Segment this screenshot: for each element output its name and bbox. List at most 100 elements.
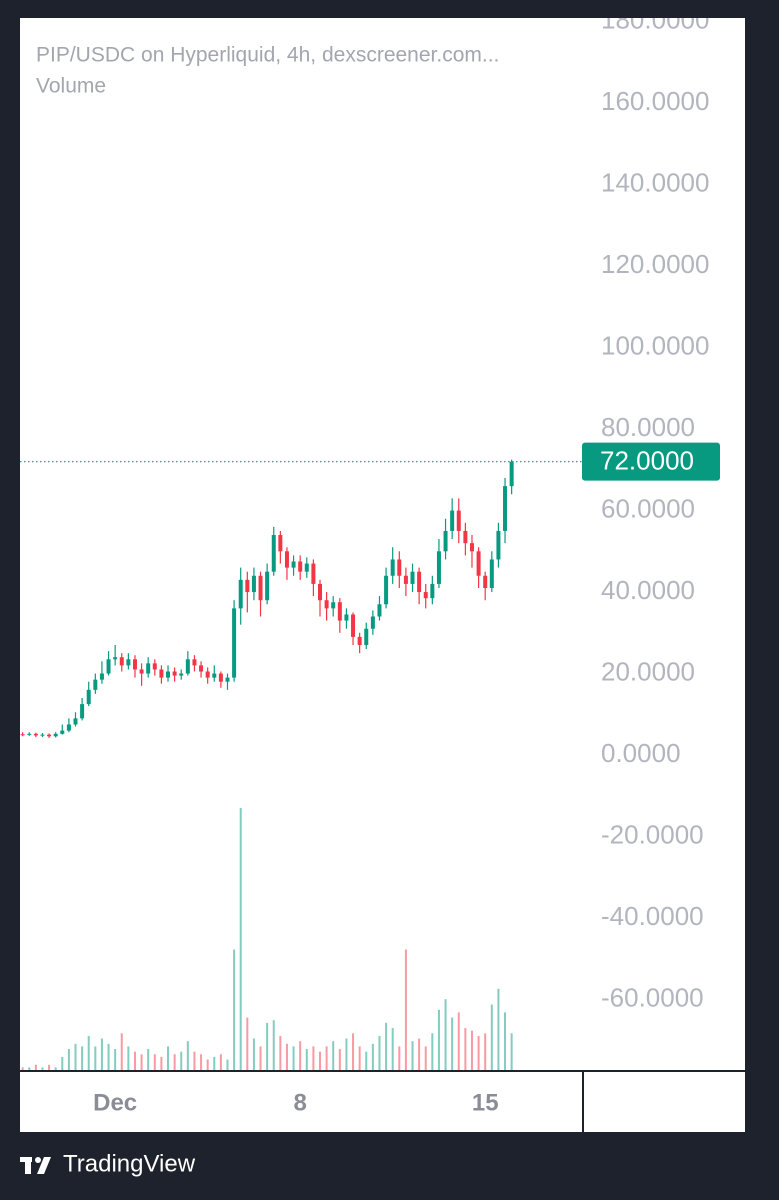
candle-body: [33, 733, 38, 736]
volume-bar: [391, 1028, 394, 1070]
candle-body: [146, 663, 151, 674]
candle-body: [93, 679, 98, 690]
candle-body: [126, 659, 131, 666]
last-price-box: [582, 442, 720, 481]
volume-bar: [464, 1028, 467, 1070]
volume-bar: [41, 1067, 44, 1070]
volume-bar: [378, 1035, 381, 1070]
candle-body: [370, 616, 375, 629]
volume-bar: [206, 1059, 209, 1070]
volume-label: Volume: [36, 75, 106, 98]
volume-bar: [431, 1033, 434, 1070]
volume-bar: [424, 1046, 427, 1070]
volume-bar: [299, 1041, 302, 1070]
volume-bar: [338, 1049, 341, 1070]
volume-bar: [94, 1046, 97, 1070]
candle-body: [463, 530, 468, 544]
candle-body: [503, 486, 508, 531]
volume-bar: [147, 1049, 150, 1070]
volume-bar: [371, 1043, 374, 1070]
candle-body: [212, 673, 217, 678]
volume-bar: [490, 1004, 493, 1070]
volume-bar: [28, 1067, 31, 1070]
candle-body: [397, 559, 402, 576]
volume-bar: [272, 1020, 275, 1070]
candle-body: [232, 608, 237, 678]
plot: -60.0000 -40.0000 -20.0000 0.0000 20.0000 40.…: [20, 5, 709, 1070]
volume-bar: [332, 1041, 335, 1070]
candle-body: [265, 571, 270, 601]
candle-body: [304, 563, 309, 572]
y-tick-label: 80.0000: [601, 412, 695, 442]
candle-body: [20, 734, 25, 736]
candle-body: [403, 575, 408, 584]
candle-body: [152, 663, 157, 670]
y-tick-label: -20.0000: [601, 819, 704, 849]
volume-bar: [319, 1051, 322, 1070]
volume-bar: [398, 1046, 401, 1070]
y-tick-label: -60.0000: [601, 982, 704, 1012]
candle-body: [86, 689, 91, 705]
volume-bar: [48, 1064, 51, 1070]
volume-bar: [180, 1051, 183, 1070]
volume-bar: [358, 1046, 361, 1070]
candle-body: [351, 614, 356, 637]
volume-bar: [120, 1033, 123, 1070]
candle-body: [284, 551, 289, 568]
candle-body: [436, 551, 441, 584]
candle-body: [80, 704, 85, 719]
panel: [20, 18, 745, 1132]
volume-bar: [186, 1041, 189, 1070]
volume-bar: [385, 1022, 388, 1070]
y-tick-label: 120.0000: [601, 249, 709, 279]
y-tick-label: 180.0000: [601, 5, 709, 35]
volume-bar: [213, 1056, 216, 1070]
volume-bar: [444, 999, 447, 1070]
volume-bar: [200, 1054, 203, 1070]
volume-bar: [411, 1041, 414, 1070]
candle-body: [27, 733, 32, 735]
volume-bar: [173, 1054, 176, 1070]
volume-bar: [167, 1046, 170, 1070]
chart-title: PIP/USDC on Hyperliquid, 4h, dexscreener…: [36, 44, 499, 67]
candle-body: [443, 530, 448, 552]
volume-bar: [437, 1009, 440, 1070]
candle-body: [423, 592, 428, 599]
candle-body: [390, 559, 395, 576]
volume-bar: [67, 1049, 70, 1070]
candle-body: [476, 551, 481, 576]
y-tick-label: -40.0000: [601, 901, 704, 931]
candle-body: [410, 571, 415, 584]
volume-bar: [285, 1043, 288, 1070]
volume-bar: [127, 1046, 130, 1070]
volume-bar: [100, 1038, 103, 1070]
volume-bar: [140, 1054, 143, 1070]
volume-bar: [114, 1049, 117, 1070]
y-tick-label: 40.0000: [601, 575, 695, 605]
candle-body: [417, 571, 422, 593]
volume-bar: [457, 1012, 460, 1070]
logo: [20, 1157, 51, 1174]
candle-body: [53, 733, 58, 737]
volume-bar: [266, 1022, 269, 1070]
candle-body: [40, 734, 45, 736]
volume-bar: [226, 1059, 229, 1070]
candle-body: [344, 614, 349, 621]
candle-body: [258, 575, 263, 601]
candle-body: [337, 602, 342, 621]
volume-bar: [477, 1035, 480, 1070]
volume-bar: [484, 1033, 487, 1070]
candle-body: [483, 575, 488, 588]
volume-bar: [87, 1035, 90, 1070]
volume-bar: [404, 949, 407, 1070]
volume-bar: [233, 949, 236, 1070]
volume-bar: [451, 1017, 454, 1070]
y-tick-label: 140.0000: [601, 168, 709, 198]
candle-body: [205, 671, 210, 678]
y-tick-label: 60.0000: [601, 493, 695, 523]
candle-body: [66, 724, 71, 731]
candle-body: [489, 559, 494, 588]
volume-bar: [345, 1038, 348, 1070]
candle-body: [60, 730, 65, 734]
